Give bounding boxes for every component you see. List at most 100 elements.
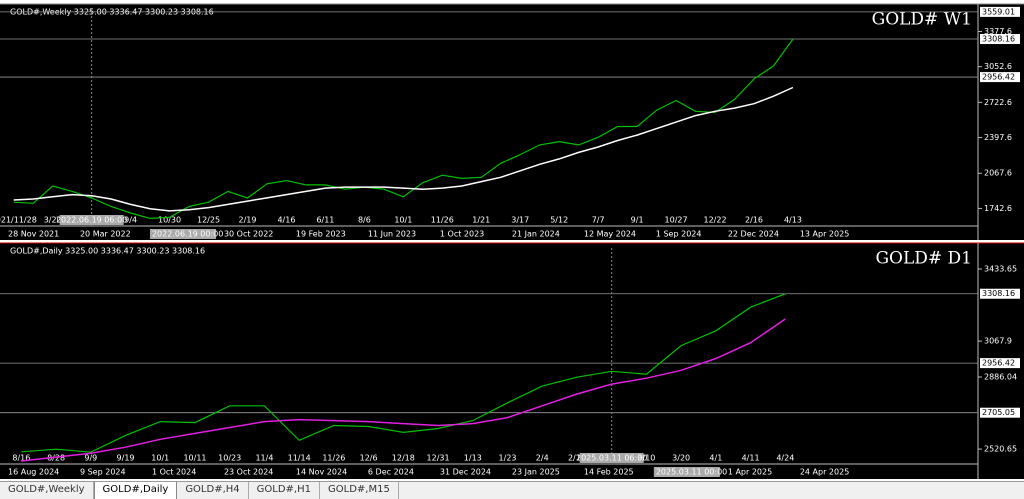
x-tick-label: 11/26 <box>322 454 345 463</box>
x-tick-label: 12/25 <box>197 216 220 225</box>
date-label: 30 Oct 2022 <box>224 230 273 239</box>
level-box <box>980 358 1020 369</box>
x-tick-label: 11/4 <box>255 454 273 463</box>
x-tick-label: 8/28 <box>47 454 65 463</box>
y-tick-label: 3433.65 <box>984 264 1017 273</box>
x-tick-label: 4/13 <box>784 216 802 225</box>
x-tick-label: 3/17 <box>511 216 529 225</box>
date-label: 11 Jun 2023 <box>368 230 416 239</box>
x-tick-label: 10/11 <box>183 454 206 463</box>
x-tick-label: 2021/11/28 <box>0 216 37 225</box>
chart-tab[interactable]: GOLD#,Weekly <box>0 482 94 499</box>
x-tick-label: 2/4 <box>536 454 549 463</box>
x-tick-label: 2022.06.19 06:00 <box>56 216 127 225</box>
date-label: 13 Apr 2025 <box>800 230 849 239</box>
level-box <box>980 6 1020 17</box>
x-tick-label: 4/1 <box>709 454 722 463</box>
y-tick-label: 3067.9 <box>984 337 1012 346</box>
y-tick-label: 1742.6 <box>984 204 1012 213</box>
date-label: 28 Nov 2021 <box>8 230 59 239</box>
x-tick-label: 9/19 <box>117 454 135 463</box>
level-label: 2956.42 <box>982 359 1015 368</box>
x-tick-label: 10/30 <box>158 216 181 225</box>
date-label: 9 Sep 2024 <box>80 468 126 477</box>
x-tick-label: 5/12 <box>550 216 568 225</box>
x-tick-label: 3/20 <box>44 216 62 225</box>
date-label: 1 Apr 2025 <box>728 468 772 477</box>
chart-tab[interactable]: GOLD#,H4 <box>177 482 249 499</box>
date-label: 31 Dec 2024 <box>440 468 491 477</box>
chart-tab[interactable]: GOLD#,H1 <box>249 482 320 499</box>
date-label: 6 Dec 2024 <box>368 468 414 477</box>
x-tick-label: 2025.03.11 06:00 <box>576 454 647 463</box>
charts: GOLD#,Weekly 3325.00 3336.47 3300.23 330… <box>0 3 1024 479</box>
x-tick-label: 3/20 <box>672 454 690 463</box>
level-box <box>980 407 1020 418</box>
x-tick-label: 9/9 <box>84 454 97 463</box>
x-tick-label: 2/14 <box>568 454 586 463</box>
level-box <box>980 72 1020 83</box>
crosshair-box <box>579 453 644 463</box>
x-tick-label: 9/4 <box>124 216 137 225</box>
date-label: 1 Oct 2024 <box>152 468 196 477</box>
x-tick-label: 6/11 <box>316 216 334 225</box>
level-label: 2705.05 <box>982 408 1015 417</box>
level-label: 3308.16 <box>982 35 1015 44</box>
x-tick-label: 4/11 <box>742 454 760 463</box>
x-tick-label: 1/21 <box>472 216 490 225</box>
y-tick-label: 3377.6 <box>984 27 1012 36</box>
x-tick-label: 2/19 <box>239 216 257 225</box>
date-label: 24 Apr 2025 <box>800 468 849 477</box>
level-label: 3308.16 <box>982 289 1015 298</box>
panel-bg <box>0 243 1024 479</box>
crosshair-box <box>653 467 720 477</box>
y-tick-label: 3052.6 <box>984 62 1012 71</box>
x-tick-label: 4/16 <box>277 216 295 225</box>
x-tick-label: 2/16 <box>745 216 763 225</box>
symbol-label: GOLD# W1 <box>872 10 972 30</box>
price-line <box>21 293 786 453</box>
y-tick-label: 2397.6 <box>984 133 1012 142</box>
x-tick-label: 10/27 <box>665 216 688 225</box>
chart-tab[interactable]: GOLD#,M15 <box>320 482 399 499</box>
x-tick-label: 8/6 <box>358 216 371 225</box>
x-tick-label: 12/31 <box>427 454 450 463</box>
level-label: 3559.01 <box>982 7 1015 16</box>
x-tick-label: 11/14 <box>288 454 311 463</box>
crosshair-box <box>59 215 124 225</box>
x-tick-label: 8/16 <box>12 454 30 463</box>
y-tick-label: 2886.04 <box>984 373 1017 382</box>
tab-bar: GOLD#,Weekly GOLD#,Daily GOLD#,H4 GOLD#,H1 G… <box>0 481 1024 499</box>
date-label: 12 May 2024 <box>584 230 636 239</box>
x-tick-label: 4/24 <box>776 454 794 463</box>
date-label: 1 Sep 2024 <box>656 230 702 239</box>
y-tick-label: 2067.6 <box>984 169 1012 178</box>
date-label: 19 Feb 2023 <box>296 230 346 239</box>
date-label: 20 Mar 2022 <box>80 230 131 239</box>
x-tick-label: 7/7 <box>592 216 605 225</box>
x-tick-label: 10/23 <box>218 454 241 463</box>
y-tick-label: 2520.65 <box>984 445 1017 454</box>
moving-average <box>21 318 786 462</box>
chart-tab[interactable]: GOLD#,Daily <box>93 482 178 499</box>
level-box <box>980 288 1020 299</box>
chart-title: GOLD#,Daily 3325.00 3336.47 3300.23 3308… <box>10 247 205 256</box>
date-label: 16 Aug 2024 <box>8 468 59 477</box>
moving-average <box>13 86 794 212</box>
x-tick-label: 11/26 <box>431 216 454 225</box>
date-label: 2025.03.11 00:00 <box>656 468 727 477</box>
level-box <box>980 34 1020 45</box>
date-label: 22 Dec 2024 <box>728 230 779 239</box>
symbol-label: GOLD# D1 <box>875 249 972 269</box>
x-tick-label: 1/13 <box>464 454 482 463</box>
x-tick-label: 12/18 <box>392 454 415 463</box>
date-label: 21 Jan 2024 <box>512 230 560 239</box>
date-label: 23 Oct 2024 <box>224 468 273 477</box>
date-label: 2022.06.19 00:00 <box>152 230 223 239</box>
level-label: 2956.42 <box>982 73 1015 82</box>
x-tick-label: 3/10 <box>637 454 655 463</box>
x-tick-label: 1/23 <box>499 454 517 463</box>
panel-bg <box>0 4 1024 240</box>
date-label: 23 Jan 2025 <box>512 468 560 477</box>
